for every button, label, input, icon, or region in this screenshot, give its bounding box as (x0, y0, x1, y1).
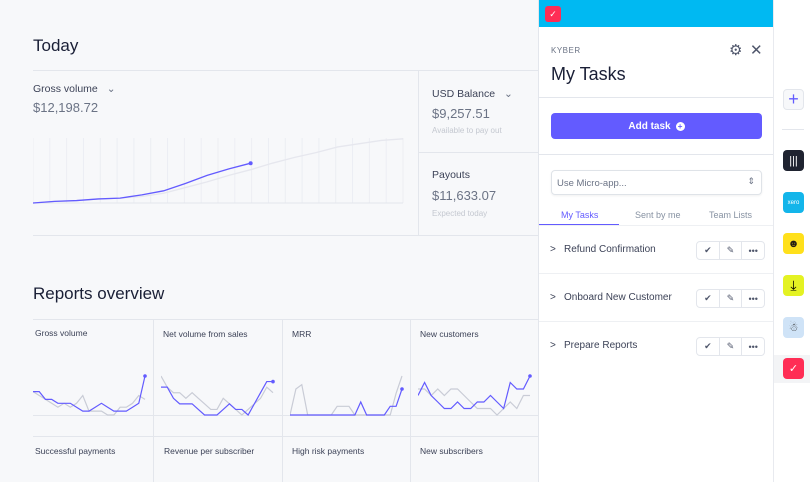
more-icon[interactable]: ••• (748, 341, 758, 352)
gross-volume-dropdown[interactable]: Gross volume ⌄ (33, 83, 116, 95)
current-point (528, 374, 532, 378)
report-mrr[interactable]: MRR (292, 329, 312, 339)
report-new-subscribers[interactable]: New subscribers (420, 446, 483, 456)
micro-app-select[interactable]: Use Micro-app... ⇕ (551, 170, 762, 195)
reports-title: Reports overview (33, 284, 165, 303)
current-series-line (33, 162, 251, 204)
task-row[interactable]: > Refund Confirmation ✔ ✎ ••• (539, 226, 774, 274)
current-point (143, 374, 147, 378)
task-title: Refund Confirmation (564, 244, 656, 255)
today-title: Today (33, 36, 79, 55)
current-point (271, 379, 275, 384)
add-task-label: Add task (628, 120, 671, 132)
report-new-customers[interactable]: New customers (420, 329, 479, 339)
complete-icon[interactable]: ✔ (697, 338, 720, 355)
gross-volume-label: Gross volume (33, 83, 98, 95)
chevron-right-icon[interactable]: > (550, 340, 556, 351)
chevron-down-icon: ⌄ (106, 83, 116, 95)
close-icon[interactable]: ✕ (750, 42, 763, 59)
task-title: Onboard New Customer (564, 292, 672, 303)
kyber-icon[interactable]: ✓ (783, 358, 804, 379)
edit-icon[interactable]: ✎ (720, 338, 743, 355)
report-gross-volume[interactable]: Gross volume (35, 328, 88, 338)
current-series-line (33, 375, 146, 412)
panel-topbar: ✓ (539, 0, 774, 27)
tab-sent-by-me[interactable]: Sent by me (635, 210, 681, 220)
comparison-series-line (161, 375, 274, 416)
payouts-note: Expected today (432, 209, 488, 218)
report-net-volume[interactable]: Net volume from sales (163, 329, 248, 339)
mrr-sparkline (290, 375, 404, 416)
micro-app-placeholder: Use Micro-app... (557, 178, 627, 189)
xero-icon[interactable]: xero (783, 192, 804, 213)
add-task-button[interactable]: Add task + (551, 113, 762, 139)
usd-balance-note: Available to pay out (432, 126, 502, 135)
evernote-icon[interactable]: ☃ (783, 317, 804, 338)
gross-volume-chart (33, 138, 404, 204)
report-revenue-per-subscriber[interactable]: Revenue per subscriber (164, 446, 255, 456)
plus-circle-icon: + (675, 121, 685, 131)
more-icon[interactable]: ••• (748, 293, 758, 304)
chevron-right-icon[interactable]: > (550, 292, 556, 303)
chevron-down-icon: ⌄ (503, 88, 513, 100)
task-row[interactable]: > Prepare Reports ✔ ✎ ••• (539, 322, 774, 370)
intercom-icon[interactable]: ||| (783, 150, 804, 171)
usd-balance-dropdown[interactable]: USD Balance ⌄ (432, 88, 513, 100)
kyber-logo-icon: ✓ (545, 6, 561, 22)
gross-volume-value: $12,198.72 (33, 100, 99, 115)
comparison-series-line (290, 375, 403, 416)
complete-icon[interactable]: ✔ (697, 242, 720, 259)
complete-icon[interactable]: ✔ (697, 290, 720, 307)
panel-title: My Tasks (551, 64, 626, 84)
usd-balance-value: $9,257.51 (432, 106, 490, 121)
task-row[interactable]: > Onboard New Customer ✔ ✎ ••• (539, 274, 774, 322)
payouts-value: $11,633.07 (432, 188, 497, 203)
net-volume-sparkline (161, 375, 275, 416)
add-app-button[interactable]: + (783, 89, 804, 110)
current-point (400, 387, 404, 391)
report-high-risk-payments[interactable]: High risk payments (292, 446, 365, 456)
report-successful-payments[interactable]: Successful payments (35, 446, 116, 456)
tab-team-lists[interactable]: Team Lists (709, 210, 753, 220)
gear-icon[interactable]: ⚙ (729, 42, 743, 59)
new-customers-sparkline (418, 374, 532, 416)
select-arrows-icon: ⇕ (747, 176, 755, 186)
edit-icon[interactable]: ✎ (720, 290, 743, 307)
comparison-series-line (418, 388, 530, 416)
more-icon[interactable]: ••• (748, 245, 758, 256)
edit-icon[interactable]: ✎ (720, 242, 743, 259)
current-point (248, 161, 253, 166)
app-rail: + ||| xero ☻ ⤓ ☃ ✓ (773, 0, 810, 482)
task-title: Prepare Reports (564, 340, 638, 351)
mailchimp-icon[interactable]: ☻ (783, 233, 804, 254)
tab-my-tasks[interactable]: My Tasks (561, 210, 599, 220)
current-series-line (161, 380, 273, 416)
download-icon[interactable]: ⤓ (783, 275, 804, 296)
payouts-label: Payouts (432, 169, 470, 181)
chevron-right-icon[interactable]: > (550, 244, 556, 255)
gross-volume-sparkline (33, 374, 147, 416)
brand-label: KYBER (551, 46, 581, 55)
current-series-line (290, 388, 403, 416)
kyber-panel: ✓ KYBER ⚙ ✕ My Tasks Add task + Use Micro… (538, 0, 774, 482)
current-series-line (418, 375, 531, 410)
usd-balance-label: USD Balance (432, 88, 496, 100)
